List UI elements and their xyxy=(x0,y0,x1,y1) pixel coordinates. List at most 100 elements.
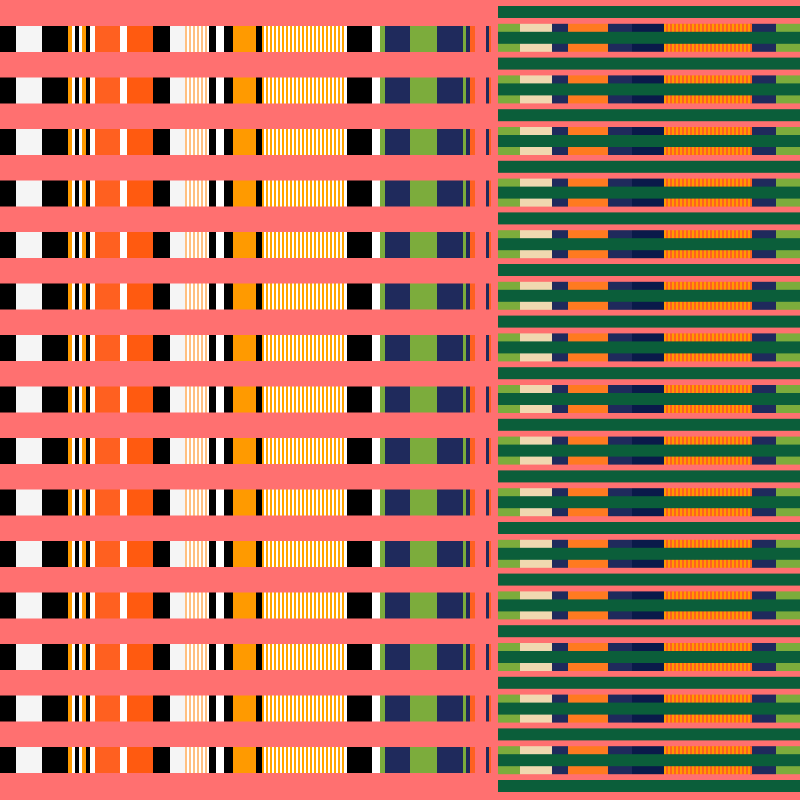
stripe xyxy=(470,335,475,361)
thin-stripe xyxy=(207,438,209,464)
green-bar xyxy=(498,264,800,276)
thin-stripe xyxy=(187,335,189,361)
stripe xyxy=(224,283,233,310)
stripe xyxy=(466,386,470,413)
stripe xyxy=(72,489,75,516)
thin-stripe xyxy=(296,129,298,155)
stripe xyxy=(466,26,470,52)
thin-stripe xyxy=(191,129,193,155)
thin-stripe xyxy=(290,129,292,155)
stripe xyxy=(42,283,68,310)
stripe xyxy=(347,129,372,155)
stripe xyxy=(466,592,470,619)
thin-stripe xyxy=(189,77,191,104)
thin-stripe xyxy=(203,489,205,516)
thin-stripe xyxy=(290,644,292,670)
thin-stripe xyxy=(195,592,197,619)
thin-stripe xyxy=(324,180,326,207)
thin-stripe xyxy=(288,489,290,516)
thin-stripe xyxy=(282,283,284,310)
thin-stripe xyxy=(276,489,278,516)
thin-stripe xyxy=(282,129,284,155)
stripe xyxy=(489,747,491,773)
thin-stripe xyxy=(270,438,272,464)
stripe xyxy=(224,232,233,258)
thin-stripe xyxy=(294,77,296,104)
thin-stripe xyxy=(195,386,197,413)
thin-stripe xyxy=(264,541,266,567)
thin-stripe xyxy=(282,232,284,258)
stripe xyxy=(153,129,170,155)
thin-stripe xyxy=(322,541,324,567)
stripe xyxy=(489,129,491,155)
stripe xyxy=(466,644,470,670)
stripe xyxy=(380,489,385,516)
stripe xyxy=(372,541,380,567)
thin-stripe xyxy=(314,180,316,207)
thin-stripe xyxy=(326,644,328,670)
thin-stripe xyxy=(340,129,342,155)
thin-stripe xyxy=(272,180,274,207)
thin-stripe xyxy=(298,644,300,670)
thin-stripe xyxy=(264,129,266,155)
thin-stripe xyxy=(207,180,209,207)
stripe xyxy=(79,644,82,670)
thin-stripe xyxy=(294,695,296,722)
stripe xyxy=(208,644,216,670)
thin-stripe xyxy=(302,592,304,619)
thin-stripe xyxy=(324,335,326,361)
stripe xyxy=(233,129,256,155)
thin-stripe xyxy=(336,129,338,155)
stripe xyxy=(75,541,79,567)
green-bar xyxy=(498,625,800,638)
stripe xyxy=(127,695,153,722)
left-row xyxy=(0,747,491,773)
thin-stripe xyxy=(330,77,332,104)
thin-stripe xyxy=(276,695,278,722)
thin-stripe xyxy=(197,283,199,310)
thin-stripe xyxy=(314,489,316,516)
thin-stripe xyxy=(193,541,195,567)
thin-stripe xyxy=(274,335,276,361)
thin-stripe xyxy=(266,180,268,207)
thin-stripe xyxy=(191,232,193,258)
thin-stripe xyxy=(286,489,288,516)
thin-stripe xyxy=(185,26,187,52)
stripe xyxy=(466,541,470,567)
stripe xyxy=(380,644,385,670)
thin-stripe xyxy=(316,592,318,619)
stripe xyxy=(385,77,410,104)
thin-stripe xyxy=(302,335,304,361)
stripe xyxy=(82,180,86,207)
stripe xyxy=(486,335,489,361)
stripe xyxy=(90,695,95,722)
stripe xyxy=(410,386,437,413)
stripe xyxy=(90,438,95,464)
thin-stripe xyxy=(294,489,296,516)
green-bar xyxy=(498,238,800,251)
thin-stripe xyxy=(314,129,316,155)
stripe xyxy=(153,77,170,104)
thin-stripe xyxy=(292,695,294,722)
thin-stripe xyxy=(195,644,197,670)
thin-stripe xyxy=(290,386,292,413)
thin-stripe xyxy=(340,695,342,722)
thin-stripe xyxy=(304,232,306,258)
stripe xyxy=(153,26,170,52)
thin-stripe xyxy=(336,438,338,464)
thin-stripe xyxy=(332,232,334,258)
stripe xyxy=(170,283,185,310)
thin-stripe xyxy=(290,747,292,773)
stripe xyxy=(216,335,224,361)
thin-stripe xyxy=(336,386,338,413)
stripe xyxy=(224,644,233,670)
stripe xyxy=(120,592,127,619)
thin-stripe xyxy=(266,232,268,258)
thin-stripe xyxy=(262,592,264,619)
thin-stripe xyxy=(294,747,296,773)
stripe xyxy=(385,26,410,52)
stripe xyxy=(72,283,75,310)
stripe xyxy=(233,489,256,516)
stripe xyxy=(224,26,233,52)
thin-stripe xyxy=(189,592,191,619)
